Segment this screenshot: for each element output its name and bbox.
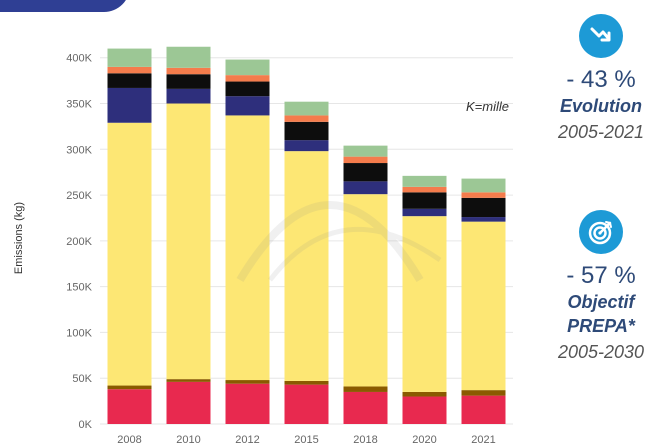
- y-tick-label: 300K: [66, 144, 92, 156]
- bar-segment: [343, 391, 388, 424]
- bar-segment: [343, 386, 388, 392]
- y-tick-label: 350K: [66, 99, 92, 111]
- bar-segment: [107, 73, 152, 88]
- x-ticks: 2008 2010 2012 2015 2018 2020 2021: [117, 434, 495, 446]
- bar-segment: [461, 217, 506, 222]
- bar-segment: [461, 192, 506, 198]
- bar-segment: [402, 391, 447, 397]
- bar-segment: [284, 101, 329, 116]
- bar-segment: [402, 396, 447, 424]
- metric-label-line-1: Objectif: [567, 292, 635, 312]
- metric-objective: - 57 % Objectif PREPA* 2005-2030: [538, 210, 664, 364]
- bar-segment: [284, 121, 329, 141]
- bar-segment: [402, 175, 447, 187]
- trend-down-icon: [579, 14, 623, 58]
- x-tick-label: 2010: [176, 434, 200, 446]
- bar-segment: [284, 384, 329, 424]
- y-ticks: 0K 50K 100K 150K 200K 250K 300K 350K 400K: [66, 53, 92, 431]
- bar-segment: [225, 96, 270, 116]
- bar-segment: [284, 151, 329, 381]
- bar-segment: [166, 381, 211, 424]
- bar-segment: [343, 156, 388, 164]
- bar-segment: [461, 390, 506, 396]
- bar-segment: [225, 115, 270, 381]
- metric-period: 2005-2030: [557, 342, 645, 362]
- bar-segment: [166, 67, 211, 75]
- stacked-bar-chart: Emissions (kg) 0K 50K 100K 150K 200K 250K 300K…: [13, 46, 513, 446]
- y-tick-label: 0K: [79, 419, 93, 431]
- bar-segment: [343, 145, 388, 157]
- bar-segment: [284, 140, 329, 152]
- bar-segment: [166, 103, 211, 380]
- bar-segment: [166, 74, 211, 89]
- x-tick-label: 2021: [471, 434, 495, 446]
- bar-segment: [166, 379, 211, 382]
- bars: [107, 46, 506, 424]
- y-tick-label: 200K: [66, 236, 92, 248]
- y-tick-label: 50K: [72, 373, 92, 385]
- unit-note: K=mille: [466, 99, 509, 114]
- bar-segment: [107, 66, 152, 74]
- bar-segment: [107, 122, 152, 386]
- bar-segment: [225, 380, 270, 384]
- metric-label-line-2: PREPA*: [567, 316, 635, 336]
- metric-period: 2005-2021: [557, 122, 645, 142]
- bar-segment: [402, 216, 447, 392]
- bar-segment: [107, 385, 152, 390]
- bar-segment: [402, 192, 447, 209]
- bar-segment: [284, 380, 329, 385]
- bar-segment: [461, 197, 506, 218]
- bar-segment: [166, 88, 211, 104]
- bar-segment: [284, 115, 329, 122]
- target-icon: [579, 210, 623, 254]
- metric-evolution: - 43 % Evolution 2005-2021: [538, 14, 664, 144]
- metric-percent: - 43 %: [566, 66, 636, 93]
- bar-segment: [343, 163, 388, 182]
- header-tab: [0, 0, 130, 12]
- bar-segment: [343, 194, 388, 387]
- bar-segment: [225, 383, 270, 424]
- bar-segment: [225, 59, 270, 76]
- x-tick-label: 2020: [412, 434, 436, 446]
- bar-segment: [166, 46, 211, 68]
- bar-segment: [461, 178, 506, 193]
- x-tick-label: 2018: [353, 434, 377, 446]
- y-tick-label: 250K: [66, 190, 92, 202]
- bar-segment: [107, 87, 152, 123]
- bar-segment: [225, 81, 270, 97]
- bar-segment: [107, 389, 152, 424]
- x-tick-label: 2008: [117, 434, 141, 446]
- y-axis-label: Emissions (kg): [13, 202, 25, 274]
- bar-segment: [225, 75, 270, 82]
- y-tick-label: 150K: [66, 282, 92, 294]
- y-tick-label: 100K: [66, 327, 92, 339]
- bar-segment: [343, 181, 388, 195]
- metric-label: Evolution: [560, 96, 642, 116]
- metric-percent: - 57 %: [566, 262, 636, 289]
- bar-segment: [461, 221, 506, 391]
- bar-segment: [107, 48, 152, 67]
- x-tick-label: 2012: [235, 434, 259, 446]
- x-tick-label: 2015: [294, 434, 318, 446]
- bar-segment: [402, 186, 447, 193]
- bar-segment: [461, 395, 506, 424]
- bar-segment: [402, 208, 447, 217]
- y-tick-label: 400K: [66, 53, 92, 65]
